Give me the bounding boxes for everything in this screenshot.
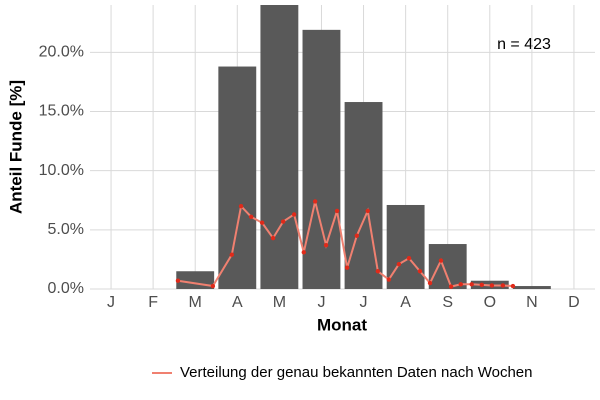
- bar: [512, 286, 551, 289]
- y-axis-title: Anteil Funde [%]: [6, 80, 25, 214]
- point: [259, 220, 265, 225]
- point: [270, 235, 276, 241]
- point: [427, 280, 433, 286]
- point: [438, 258, 444, 263]
- x-tick-label: F: [148, 294, 158, 311]
- bar: [260, 5, 299, 289]
- point: [417, 269, 423, 274]
- point: [489, 283, 495, 288]
- y-tick-label: 10.0%: [39, 162, 84, 179]
- x-tick-label: A: [232, 294, 243, 311]
- x-tick-label: M: [273, 294, 286, 311]
- point: [406, 256, 412, 261]
- point: [375, 269, 381, 274]
- bar: [302, 29, 341, 289]
- x-tick-label: J: [360, 294, 368, 311]
- x-tick-label: N: [526, 294, 538, 311]
- bar: [428, 244, 467, 289]
- point: [469, 282, 474, 287]
- point: [238, 203, 244, 209]
- x-tick-label: J: [317, 294, 325, 311]
- x-tick-label: A: [400, 294, 411, 311]
- point: [458, 282, 463, 287]
- point: [396, 261, 402, 267]
- y-tick-label: 20.0%: [39, 44, 84, 61]
- point: [291, 212, 297, 217]
- point: [248, 214, 254, 220]
- x-tick-label: M: [189, 294, 202, 311]
- point: [210, 283, 216, 289]
- x-tick-label: O: [484, 294, 496, 311]
- y-tick-label: 15.0%: [39, 103, 84, 120]
- point: [312, 199, 318, 204]
- point: [510, 283, 516, 289]
- y-tick-label: 5.0%: [48, 221, 84, 238]
- point: [500, 283, 506, 288]
- point: [386, 277, 391, 282]
- x-tick-label: S: [442, 294, 453, 311]
- point: [280, 219, 286, 224]
- point: [175, 278, 181, 283]
- point: [479, 282, 484, 288]
- point: [229, 252, 235, 257]
- y-tick-label: 0.0%: [48, 280, 84, 297]
- point: [344, 265, 350, 270]
- annotation: n = 423: [497, 36, 551, 53]
- bar: [386, 204, 425, 289]
- point: [334, 208, 340, 214]
- point: [323, 243, 329, 248]
- legend-label: Verteilung der genau bekannten Daten nac…: [180, 364, 533, 381]
- x-tick-label: J: [107, 294, 115, 311]
- x-axis-title: Monat: [317, 315, 367, 334]
- point: [448, 284, 454, 289]
- point: [301, 250, 306, 255]
- point: [354, 233, 360, 238]
- point: [365, 208, 370, 214]
- x-tick-label: D: [568, 294, 580, 311]
- bar: [218, 66, 257, 290]
